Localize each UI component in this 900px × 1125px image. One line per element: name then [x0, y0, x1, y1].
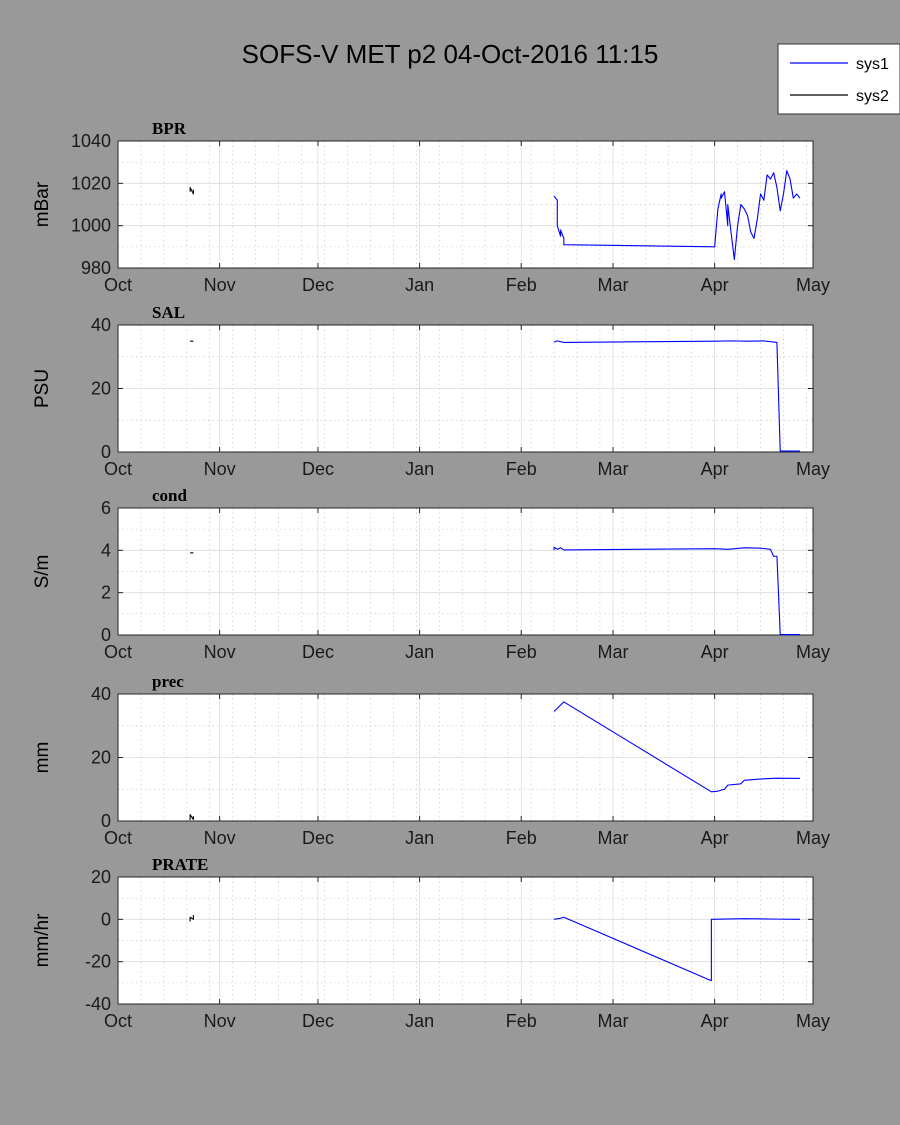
series-line-sys1	[553, 170, 801, 261]
y-tick-label: 1020	[71, 173, 111, 193]
y-tick-label: 0	[101, 811, 111, 831]
x-tick-label: May	[796, 459, 830, 479]
x-tick-label: Feb	[506, 459, 537, 479]
y-axis-label: S/m	[32, 555, 53, 589]
y-tick-label: 40	[91, 684, 111, 704]
panel-label: SAL	[152, 303, 185, 322]
legend: sys1 sys2	[777, 43, 900, 115]
x-tick-label: Dec	[302, 275, 334, 295]
y-tick-label: 2	[101, 583, 111, 603]
x-tick-label: Oct	[104, 828, 132, 848]
y-tick-label: 6	[101, 498, 111, 518]
panel-bpr: Oct Nov Dec Jan Feb Mar Apr May 980 1000 1020 1040 m…	[32, 119, 830, 295]
x-tick-label: Feb	[506, 828, 537, 848]
series-line-sys1	[553, 916, 800, 982]
panel-label: cond	[152, 486, 188, 505]
x-tick-label: Jan	[405, 459, 434, 479]
x-tick-label: Feb	[506, 1011, 537, 1031]
x-tick-label: Nov	[204, 275, 236, 295]
x-tick-label: Mar	[598, 1011, 629, 1031]
x-tick-label: Apr	[701, 459, 729, 479]
y-tick-label: 0	[101, 909, 111, 929]
x-tick-label: Nov	[204, 642, 236, 662]
x-tick-label: Feb	[506, 642, 537, 662]
x-tick-label: Dec	[302, 828, 334, 848]
x-tick-label: Dec	[302, 1011, 334, 1031]
y-tick-label: 0	[101, 625, 111, 645]
x-tick-label: Oct	[104, 1011, 132, 1031]
series-line-sys2	[189, 187, 194, 195]
y-axis-label: mm	[32, 742, 53, 774]
x-tick-label: Jan	[405, 275, 434, 295]
axis-box	[117, 507, 814, 636]
y-tick-label: 4	[101, 540, 111, 560]
x-tick-label: Apr	[701, 1011, 729, 1031]
x-tick-label: May	[796, 642, 830, 662]
y-tick-label: 40	[91, 315, 111, 335]
series-line-sys1	[553, 546, 800, 636]
x-tick-label: Dec	[302, 642, 334, 662]
axis-box	[117, 876, 814, 1005]
x-tick-label: Dec	[302, 459, 334, 479]
x-tick-label: Apr	[701, 642, 729, 662]
y-tick-label: 20	[91, 867, 111, 887]
y-tick-label: 20	[91, 379, 111, 399]
x-tick-label: Mar	[598, 459, 629, 479]
x-tick-label: Oct	[104, 459, 132, 479]
x-tick-label: Mar	[598, 642, 629, 662]
panel-label: PRATE	[152, 855, 208, 874]
x-tick-label: Jan	[405, 828, 434, 848]
x-tick-label: May	[796, 828, 830, 848]
legend-box	[777, 43, 900, 115]
panel-label: BPR	[152, 119, 187, 138]
chart-panels: Oct Nov Dec Jan Feb Mar Apr May 980 1000 1020 1040 m…	[32, 119, 830, 1031]
series-line-sys1	[553, 340, 800, 452]
x-tick-label: Jan	[405, 1011, 434, 1031]
x-tick-label: Feb	[506, 275, 537, 295]
x-tick-label: Nov	[204, 459, 236, 479]
panel-label: prec	[152, 672, 184, 691]
legend-sys1-label: sys1	[856, 56, 889, 73]
x-tick-label: Jan	[405, 642, 434, 662]
series-line-sys2	[189, 814, 194, 821]
x-tick-label: Oct	[104, 642, 132, 662]
y-tick-label: -40	[85, 994, 111, 1014]
figure-title: SOFS-V MET p2 04-Oct-2016 11:15	[242, 39, 659, 69]
y-tick-label: 1040	[71, 131, 111, 151]
x-tick-label: Mar	[598, 275, 629, 295]
x-tick-label: Apr	[701, 828, 729, 848]
x-tick-label: Apr	[701, 275, 729, 295]
y-tick-label: 20	[91, 748, 111, 768]
series-line-sys1	[553, 701, 800, 793]
y-tick-label: 1000	[71, 216, 111, 236]
axis-box	[117, 140, 814, 269]
x-tick-label: May	[796, 275, 830, 295]
y-axis-label: mBar	[32, 181, 53, 227]
y-tick-label: 980	[81, 258, 111, 278]
legend-sys2-label: sys2	[856, 88, 889, 105]
series-line-sys2	[189, 915, 194, 922]
x-tick-label: Nov	[204, 1011, 236, 1031]
x-tick-label: Nov	[204, 828, 236, 848]
y-axis-label: PSU	[32, 369, 53, 408]
y-tick-label: 0	[101, 442, 111, 462]
panel-prec: Oct Nov Dec Jan Feb Mar Apr May 0 20 40 mm prec	[32, 672, 830, 848]
panel-sal: Oct Nov Dec Jan Feb Mar Apr May 0 20 40 PSU SAL	[32, 303, 830, 479]
x-tick-label: Mar	[598, 828, 629, 848]
y-tick-label: -20	[85, 952, 111, 972]
x-tick-label: Oct	[104, 275, 132, 295]
x-tick-label: May	[796, 1011, 830, 1031]
y-axis-label: mm/hr	[32, 913, 53, 968]
panel-prate: Oct Nov Dec Jan Feb Mar Apr May -40 -20 0 20 mm/hr PR…	[32, 855, 830, 1031]
panel-cond: Oct Nov Dec Jan Feb Mar Apr May 0 2 4 6 S/m cond	[32, 486, 830, 662]
